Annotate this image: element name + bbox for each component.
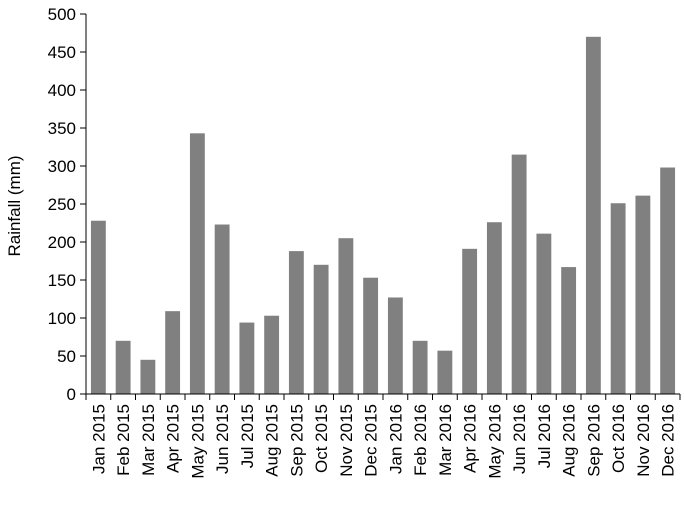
x-tick-label: Sep 2016 [584, 404, 603, 477]
x-tick-label: Jul 2016 [535, 404, 554, 468]
bar [437, 350, 453, 394]
x-tick-label: Mar 2015 [139, 404, 158, 476]
x-tick-label: Sep 2015 [287, 404, 306, 477]
x-tick-label: Jun 2016 [510, 404, 529, 474]
bar [288, 251, 304, 394]
y-tick-label: 100 [48, 309, 76, 328]
x-tick-label: Jan 2015 [89, 404, 108, 474]
bar [189, 133, 205, 394]
y-tick-label: 400 [48, 81, 76, 100]
x-tick-label: Feb 2016 [411, 404, 430, 476]
y-tick-label: 450 [48, 43, 76, 62]
x-tick-label: Jul 2015 [238, 404, 257, 468]
x-tick-label: May 2016 [485, 404, 504, 479]
bar [660, 167, 676, 394]
x-tick-label: Aug 2016 [560, 404, 579, 477]
bar [387, 297, 403, 394]
bar [635, 195, 651, 394]
x-tick-label: Apr 2015 [164, 404, 183, 473]
bar [239, 322, 255, 394]
y-tick-label: 500 [48, 5, 76, 24]
bar [140, 359, 156, 394]
y-tick-label: 350 [48, 119, 76, 138]
bar [486, 222, 502, 394]
bar [585, 36, 601, 395]
x-tick-label: Dec 2016 [659, 404, 678, 477]
bar [610, 203, 626, 394]
bar [115, 340, 131, 394]
y-axis-ticks: 0 50 100 150 200 250 300 350 400 450 500 [48, 5, 86, 404]
y-axis-title-group: Rainfall (mm) [5, 155, 24, 256]
bar [338, 238, 354, 394]
x-tick-label: Feb 2015 [114, 404, 133, 476]
bar [165, 311, 181, 394]
bar [462, 248, 478, 394]
y-tick-label: 150 [48, 271, 76, 290]
x-tick-label: Nov 2016 [634, 404, 653, 477]
bar [412, 340, 428, 394]
y-tick-label: 50 [57, 347, 76, 366]
bars-group [90, 36, 676, 395]
x-tick-label: Oct 2015 [312, 404, 331, 473]
x-tick-label: Apr 2016 [461, 404, 480, 473]
x-tick-label: May 2015 [188, 404, 207, 479]
x-axis-ticks: Jan 2015 Feb 2015 Mar 2015 Apr 2015 May 2015… [85, 394, 681, 479]
bar [363, 277, 379, 394]
x-tick-label: Jun 2015 [213, 404, 232, 474]
y-tick-label: 250 [48, 195, 76, 214]
x-tick-label: Oct 2016 [609, 404, 628, 473]
y-tick-label: 300 [48, 157, 76, 176]
bar [313, 264, 329, 394]
bar [90, 220, 106, 394]
x-tick-label: Mar 2016 [436, 404, 455, 476]
axes-group [85, 14, 680, 395]
x-tick-label: Aug 2015 [263, 404, 282, 477]
bar [264, 315, 280, 394]
bar [511, 154, 527, 394]
bar [536, 233, 552, 394]
x-tick-label: Dec 2015 [362, 404, 381, 477]
x-tick-label: Jan 2016 [386, 404, 405, 474]
y-tick-label: 200 [48, 233, 76, 252]
y-axis-title: Rainfall (mm) [5, 155, 24, 256]
bar [214, 224, 230, 394]
y-tick-label: 0 [67, 385, 76, 404]
x-tick-label: Nov 2015 [337, 404, 356, 477]
bar [561, 267, 577, 394]
